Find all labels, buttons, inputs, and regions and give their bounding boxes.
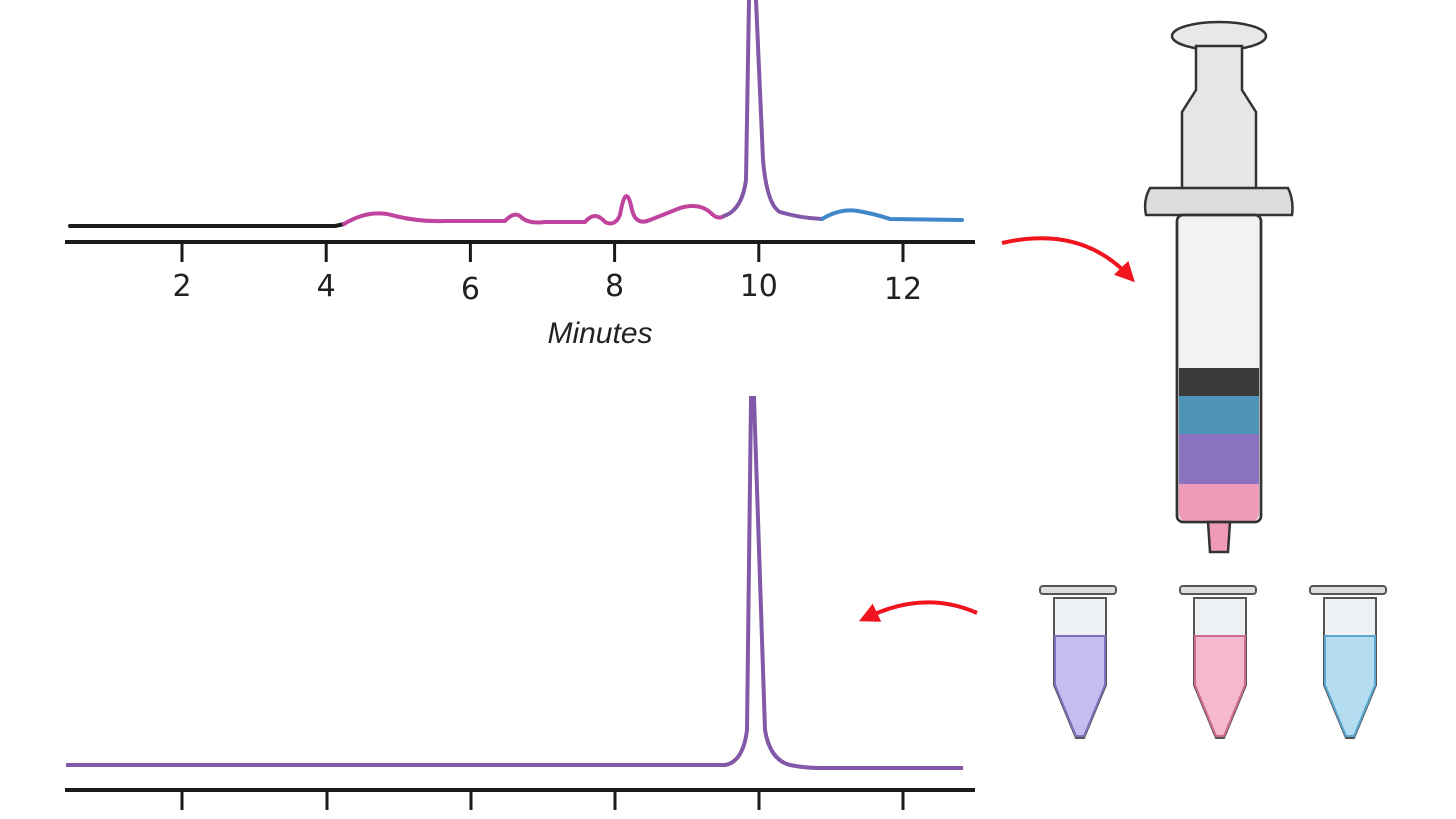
syringe (1143, 20, 1294, 554)
tube-pink (1179, 585, 1257, 739)
tick-label: 8 (605, 269, 624, 304)
axis-label: Minutes (547, 317, 652, 350)
arrow-to-syringe (1001, 236, 1135, 283)
tick-label: 2 (172, 269, 191, 304)
bottom-ticks (180, 790, 905, 810)
bottom-trace (66, 396, 963, 770)
tick-label: 12 (884, 272, 922, 307)
top-trace (68, 0, 964, 228)
tick-label: 4 (317, 269, 336, 304)
top-axis: 2 4 6 8 10 12 (172, 242, 922, 307)
tick-label: 6 (461, 272, 480, 307)
tube-blue (1309, 585, 1387, 739)
arrow-to-chart (858, 600, 978, 622)
tubes (1039, 585, 1387, 739)
tick-label: 10 (740, 269, 778, 304)
tube-purple (1039, 585, 1117, 739)
